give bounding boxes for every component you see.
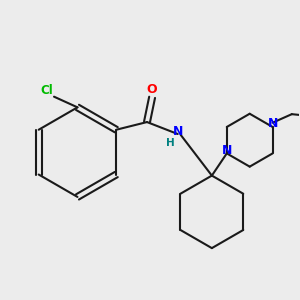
Text: N: N bbox=[267, 117, 278, 130]
Text: N: N bbox=[222, 143, 232, 157]
Text: H: H bbox=[166, 137, 175, 148]
Text: O: O bbox=[147, 83, 158, 96]
Text: N: N bbox=[172, 125, 183, 138]
Text: Cl: Cl bbox=[40, 84, 53, 97]
